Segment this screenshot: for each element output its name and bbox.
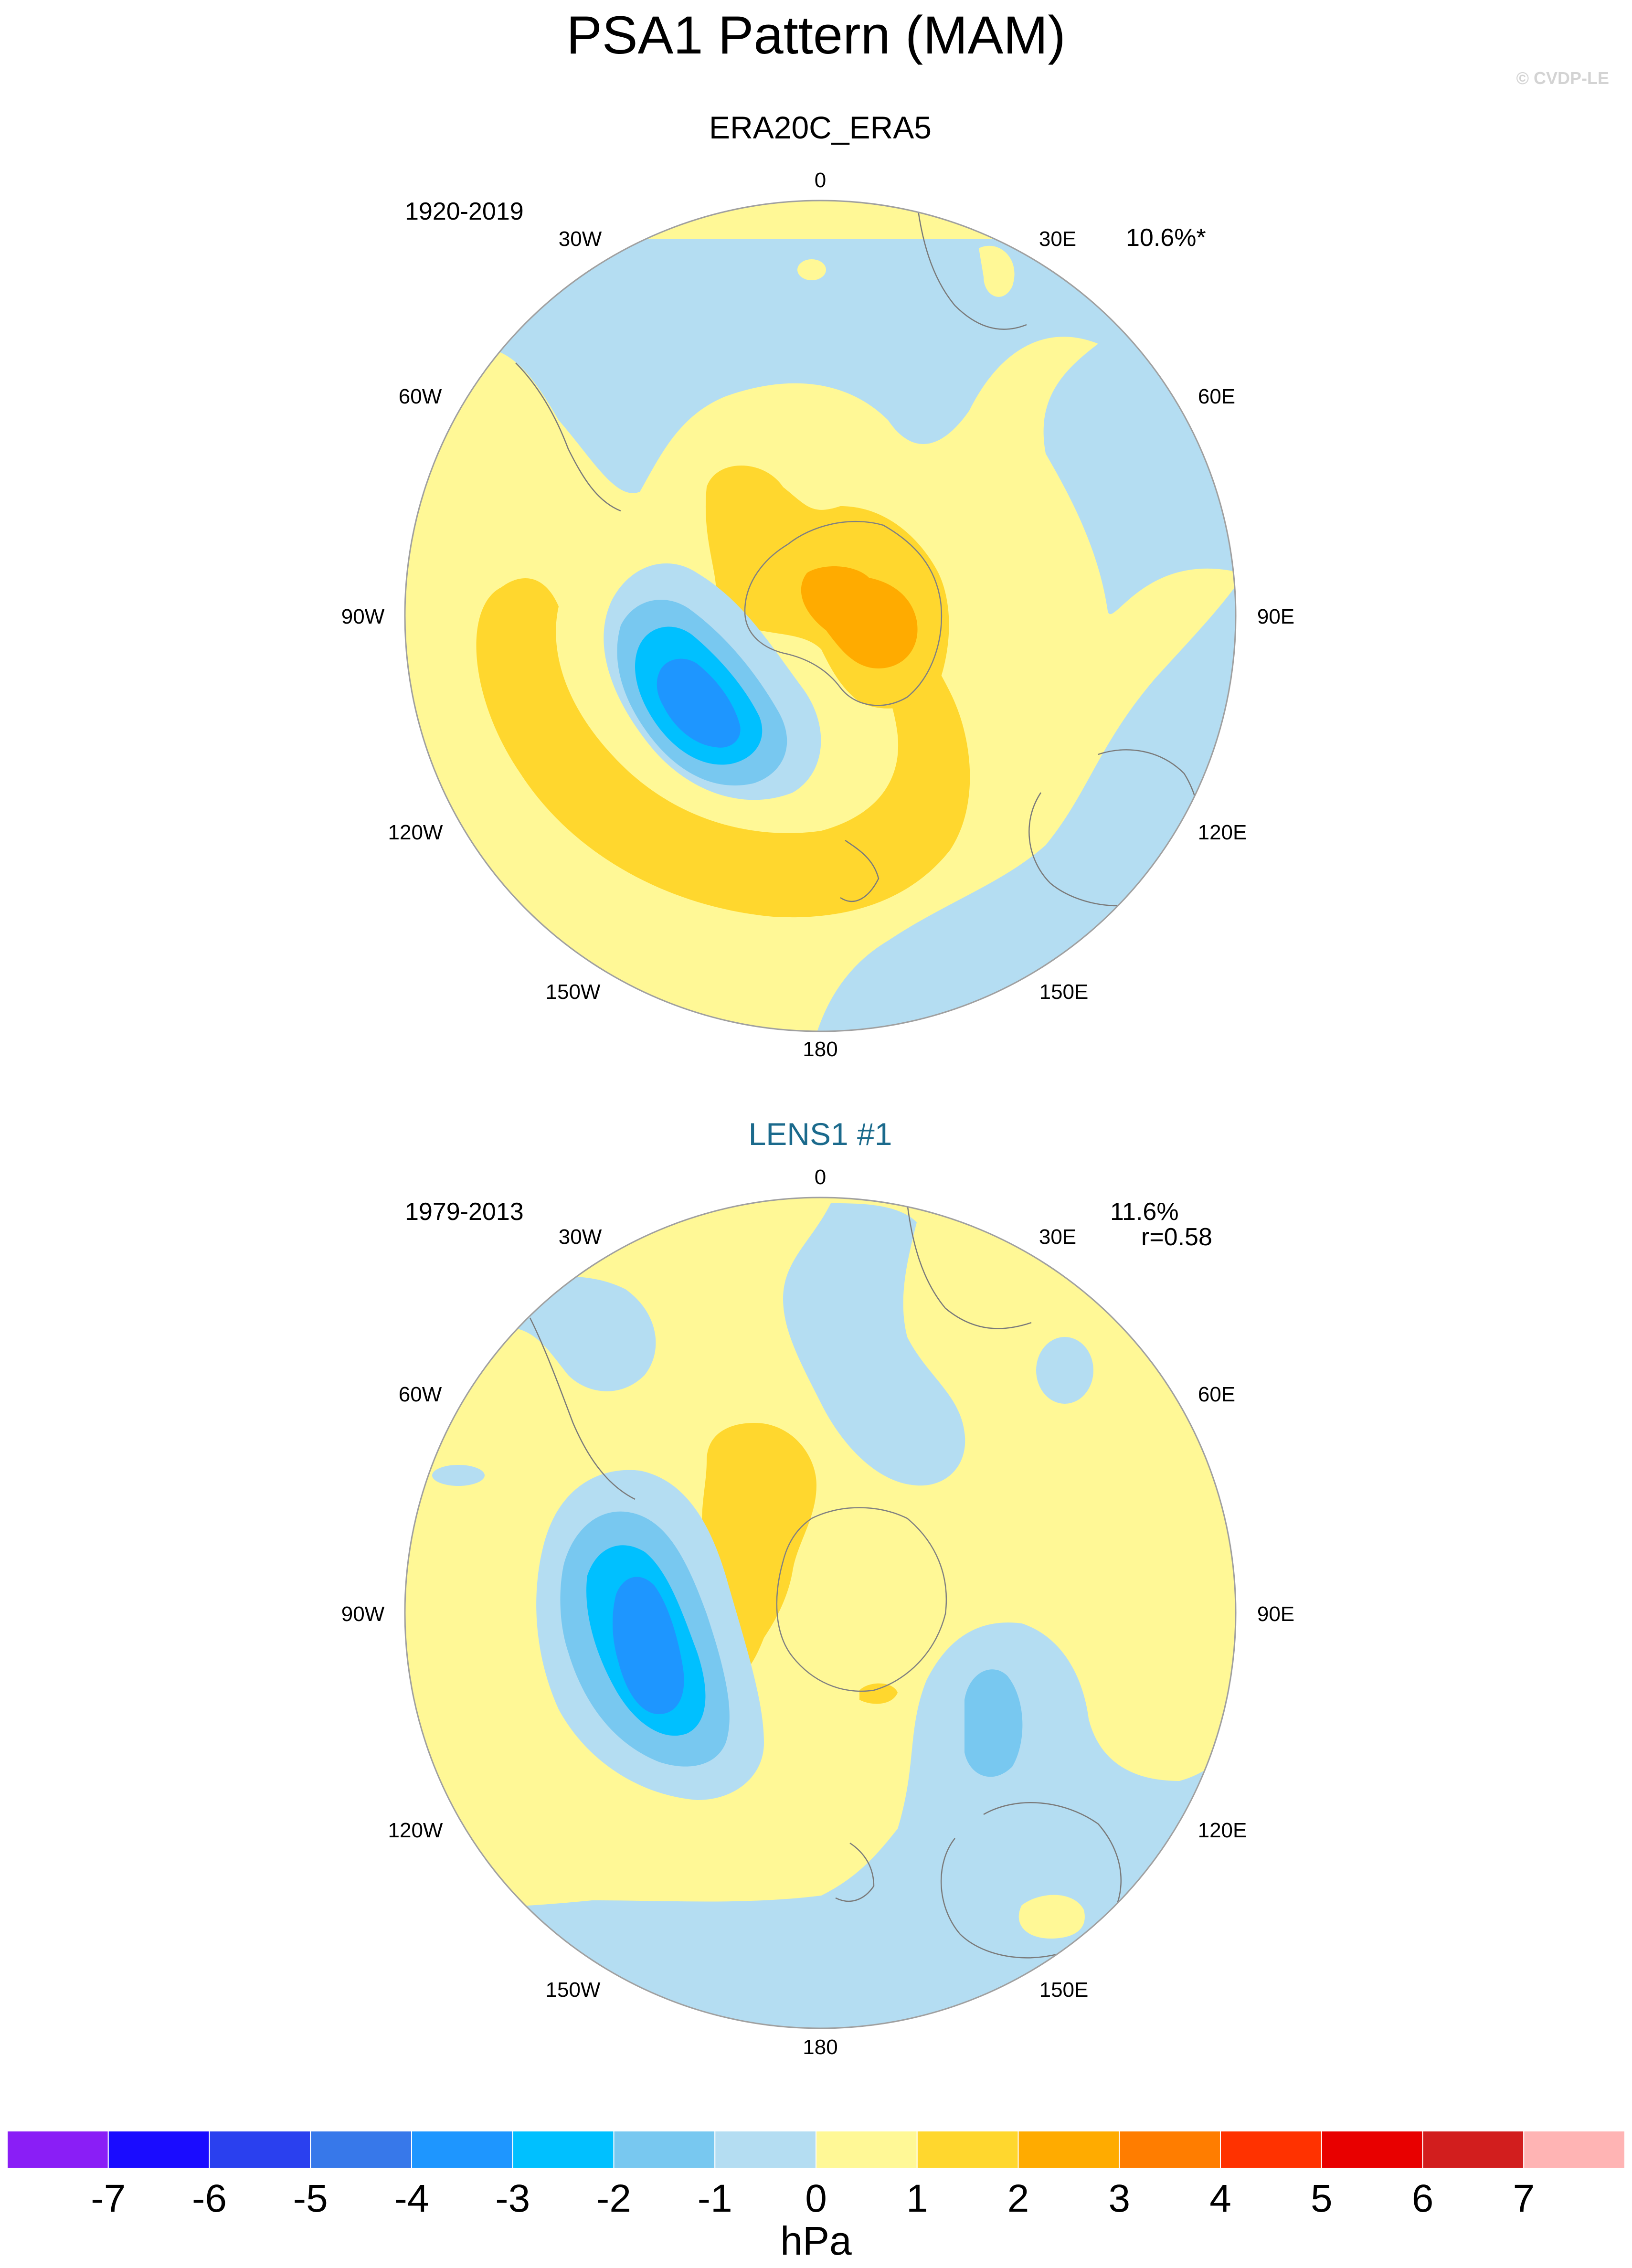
lon-label-30w: 30W	[559, 227, 602, 251]
colorbar-box	[613, 2130, 716, 2169]
lon-label-150e: 150E	[1039, 980, 1089, 1004]
lon-label-180: 180	[803, 1038, 837, 1061]
new-zealand-coastline	[840, 839, 880, 902]
lon-label-90w: 90W	[341, 1602, 385, 1626]
contour-fill-m1-south	[405, 1622, 1236, 2028]
colorbar-tick-label: 3	[1108, 2177, 1130, 2220]
panel-lens1: LENS1 #1 1979-2013 11.6% r=0.58	[341, 1116, 1294, 2059]
colorbar-tick-label: -5	[293, 2177, 328, 2220]
africa-coastline	[906, 1203, 1032, 1329]
lon-label-120w: 120W	[388, 1819, 443, 1842]
variance-label: 10.6%*	[1126, 224, 1206, 252]
lon-label-30e: 30E	[1039, 1225, 1076, 1249]
contour-fill-p2-islet	[859, 1683, 898, 1704]
contour-fill-m1-islet-west	[432, 1465, 485, 1486]
colorbar-box	[107, 2130, 210, 2169]
contour-fill-m1-north	[430, 239, 1236, 615]
new-zealand-coastline	[835, 1842, 875, 1902]
colorbar-tick-label: 5	[1311, 2177, 1333, 2220]
contour-fill-p2-arc	[476, 578, 970, 918]
period-label: 1979-2013	[405, 1198, 524, 1226]
colorbar-tick-label: 4	[1209, 2177, 1231, 2220]
colorbar-box	[916, 2130, 1019, 2169]
colorbar-box	[1220, 2130, 1322, 2169]
contour-fill-m4-low	[657, 658, 741, 748]
colorbar-tick-label: 0	[805, 2177, 827, 2220]
colorbar-box	[310, 2130, 412, 2169]
panel-title: LENS1 #1	[749, 1116, 892, 1152]
antarctica-coastline	[776, 1507, 947, 1692]
contour-fill-p1-africa	[979, 245, 1015, 297]
watermark: © CVDP-LE	[1516, 68, 1609, 88]
lon-label-0: 0	[815, 1166, 826, 1189]
lon-label-90e: 90E	[1257, 1602, 1294, 1626]
colorbar-box	[1119, 2130, 1221, 2169]
polar-map	[405, 201, 1236, 1031]
lon-label-120e: 120E	[1198, 1819, 1247, 1842]
south-america-coastline	[515, 362, 621, 512]
colorbar-tick-label: 1	[906, 2177, 928, 2220]
contour-fill-m1-north	[783, 1203, 965, 1486]
contour-fill-m1-northwest	[506, 1276, 656, 1391]
contour-fill-m1-islet	[1036, 1337, 1093, 1404]
contour-fill-m4-low	[613, 1577, 684, 1714]
panel-title: ERA20C_ERA5	[709, 110, 932, 145]
lon-label-30e: 30E	[1039, 227, 1076, 251]
contour-fill-p1-islet	[797, 259, 826, 280]
colorbar-box	[1321, 2130, 1423, 2169]
colorbar-box	[209, 2130, 311, 2169]
colorbar-box	[1523, 2130, 1625, 2169]
lon-label-150w: 150W	[546, 980, 601, 1004]
colorbar-tick-label: -4	[394, 2177, 429, 2220]
lon-label-150e: 150E	[1039, 1978, 1089, 2002]
contour-fill-m2-southeast	[964, 1669, 1023, 1777]
lon-label-120w: 120W	[388, 821, 443, 844]
map-border	[404, 200, 1237, 1032]
colorbar-tick-label: 6	[1412, 2177, 1434, 2220]
contour-fill-p1-hole	[1018, 1895, 1085, 1939]
africa-coastline	[916, 201, 1027, 330]
colorbar-tick-label: -2	[596, 2177, 631, 2220]
polar-map	[405, 1198, 1236, 2028]
lon-label-180: 180	[803, 2035, 837, 2059]
lon-label-60e: 60E	[1198, 1383, 1235, 1406]
lon-label-60w: 60W	[399, 1383, 442, 1406]
colorbar-unit-label: hPa	[780, 2218, 852, 2263]
colorbar-tick-label: -6	[192, 2177, 227, 2220]
lon-label-60w: 60W	[399, 385, 442, 408]
colorbar-box	[714, 2130, 816, 2169]
colorbar-tick-label: -7	[91, 2177, 126, 2220]
colorbar: -7 -6 -5 -4 -3 -2 -1 0 1 2 3 4 5 6 7 hPa	[7, 2130, 1625, 2263]
correlation-label: r=0.58	[1141, 1223, 1212, 1251]
variance-label: 11.6%	[1110, 1198, 1179, 1226]
colorbar-tick-label: 2	[1007, 2177, 1029, 2220]
lon-label-120e: 120E	[1198, 821, 1247, 844]
colorbar-box	[512, 2130, 615, 2169]
colorbar-box	[411, 2130, 513, 2169]
colorbar-tick-label: -3	[495, 2177, 530, 2220]
colorbar-box	[816, 2130, 918, 2169]
colorbar-tick-label: 7	[1513, 2177, 1535, 2220]
antarctica-coastline	[744, 520, 943, 706]
lon-label-90e: 90E	[1257, 605, 1294, 628]
colorbar-tick-label: -1	[698, 2177, 732, 2220]
lon-label-150w: 150W	[546, 1978, 601, 2002]
lon-label-30w: 30W	[559, 1225, 602, 1249]
south-america-coastline	[529, 1317, 636, 1500]
map-border	[404, 1197, 1237, 2029]
panel-era20c-era5: ERA20C_ERA5 1920-2019 10.6%*	[341, 110, 1294, 1061]
lon-label-0: 0	[815, 169, 826, 192]
colorbar-box	[1422, 2130, 1525, 2169]
contour-fill-p3	[801, 566, 918, 668]
period-label: 1920-2019	[405, 198, 524, 225]
colorbar-tick-labels: -7 -6 -5 -4 -3 -2 -1 0 1 2 3 4 5 6 7	[91, 2177, 1535, 2220]
lon-label-90w: 90W	[341, 605, 385, 628]
figure-title: PSA1 Pattern (MAM)	[566, 5, 1066, 65]
lon-label-60e: 60E	[1198, 385, 1235, 408]
colorbar-box	[7, 2130, 109, 2169]
colorbar-box	[1017, 2130, 1120, 2169]
colorbar-boxes	[7, 2130, 1625, 2169]
